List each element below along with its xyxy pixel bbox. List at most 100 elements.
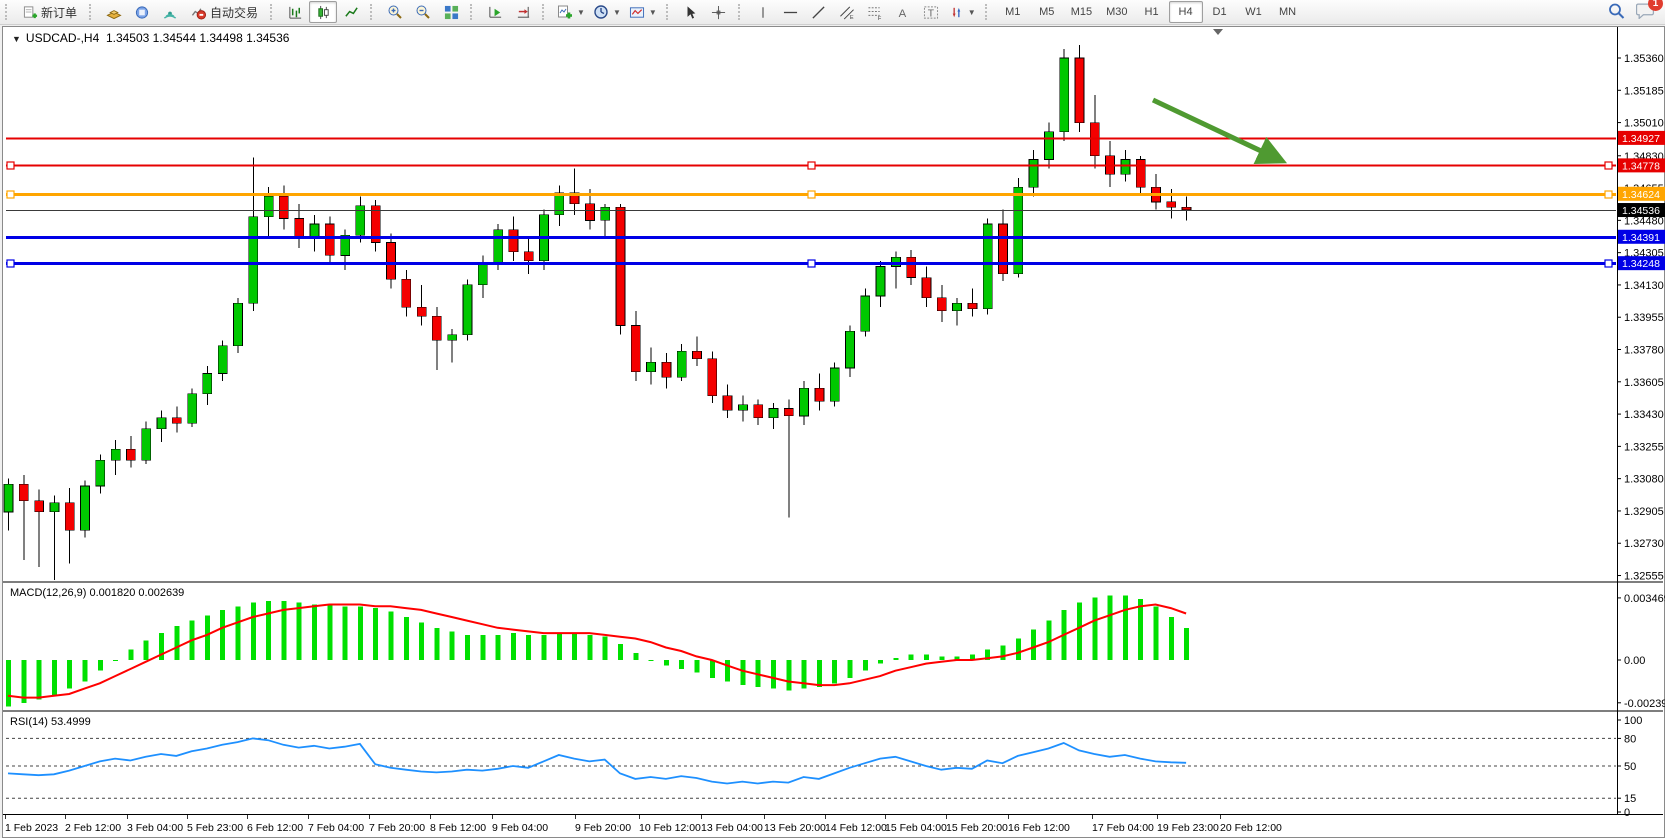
- chart-title: ▼ USDCAD-,H4 1.34503 1.34544 1.34498 1.34…: [12, 31, 289, 45]
- notification-badge[interactable]: 1: [1648, 0, 1663, 11]
- timeframe-button-m1[interactable]: M1: [1005, 6, 1021, 18]
- svg-text:1.34624: 1.34624: [1622, 189, 1660, 201]
- svg-text:0.00: 0.00: [1624, 655, 1645, 667]
- text-tool-button[interactable]: A: [889, 1, 917, 23]
- resistance-line-2[interactable]: [6, 161, 1616, 170]
- line-chart-icon: [344, 5, 359, 20]
- candlestick-mode-button[interactable]: [309, 1, 338, 23]
- zoom-in-icon: [387, 4, 403, 20]
- pane-separators[interactable]: [3, 27, 1663, 815]
- price-axis[interactable]: 1.353601.351851.350101.348301.346551.344…: [1617, 53, 1664, 583]
- bar-chart-mode-button[interactable]: [281, 1, 309, 23]
- periods-dropdown-caret[interactable]: ▼: [612, 7, 621, 17]
- svg-text:1.34480: 1.34480: [1624, 215, 1664, 227]
- svg-text:10 Feb 12:00: 10 Feb 12:00: [639, 822, 701, 834]
- timeframe-button-m5[interactable]: M5: [1039, 6, 1055, 18]
- cursor-tool-button[interactable]: [677, 1, 705, 23]
- zoom-in-button[interactable]: [381, 1, 409, 23]
- svg-text:1.33255: 1.33255: [1624, 441, 1664, 453]
- svg-text:16 Feb 12:00: 16 Feb 12:00: [1008, 822, 1070, 834]
- equidistant-channel-tool-button[interactable]: E: [833, 1, 861, 23]
- new-order-button[interactable]: 新订单: [16, 1, 84, 23]
- svg-text:0.003469: 0.003469: [1624, 593, 1665, 605]
- svg-text:100: 100: [1624, 715, 1642, 727]
- horizontal-line-tool-button[interactable]: [777, 1, 805, 23]
- zoom-out-button[interactable]: [409, 1, 437, 23]
- indicators-button[interactable]: ▼: [553, 1, 589, 23]
- chart-window[interactable]: [2, 26, 1665, 838]
- pivot-line[interactable]: [6, 190, 1616, 199]
- bid-price-line-price-label: 1.34536: [1618, 203, 1665, 218]
- timeframe-button-h4[interactable]: H4: [1168, 1, 1203, 23]
- svg-text:9 Feb 20:00: 9 Feb 20:00: [575, 822, 631, 834]
- crosshair-tool-button[interactable]: [705, 1, 733, 23]
- trend-arrow-annotation[interactable]: [1151, 97, 1288, 165]
- zoom-out-icon: [415, 4, 431, 20]
- resistance-line-2-price-label: 1.34778: [1618, 158, 1665, 173]
- timeframe-button-d1[interactable]: D1: [1212, 6, 1227, 18]
- svg-text:1.33605: 1.33605: [1624, 377, 1664, 389]
- tile-windows-button[interactable]: [437, 1, 465, 23]
- svg-text:1.34130: 1.34130: [1624, 280, 1664, 292]
- rsi-line: [7, 737, 1187, 785]
- timeframe-button-h1[interactable]: H1: [1144, 6, 1159, 18]
- metaeditor-button[interactable]: [100, 1, 128, 23]
- signals-button[interactable]: [156, 1, 184, 23]
- signal-icon: [162, 5, 178, 20]
- candlestick-icon: [316, 5, 331, 20]
- rsi-pane: [6, 737, 1616, 799]
- toolbar-grip: [370, 4, 377, 20]
- periods-button[interactable]: ▼: [589, 1, 625, 23]
- notifications-button[interactable]: 1: [1635, 0, 1663, 22]
- svg-text:F: F: [878, 16, 882, 20]
- svg-text:1.32555: 1.32555: [1624, 571, 1664, 583]
- svg-text:1.34248: 1.34248: [1622, 258, 1660, 270]
- collapse-triangle-icon[interactable]: ▼: [12, 34, 21, 44]
- fibonacci-tool-button[interactable]: F: [861, 1, 889, 23]
- indicators-icon: [557, 4, 573, 20]
- timeframe-button-mn[interactable]: MN: [1278, 6, 1297, 18]
- svg-text:15 Feb 20:00: 15 Feb 20:00: [946, 822, 1008, 834]
- svg-text:9 Feb 04:00: 9 Feb 04:00: [492, 822, 548, 834]
- channel-icon: E: [839, 5, 855, 20]
- chart-shift-button[interactable]: [509, 1, 537, 23]
- support-line-2-price-label: 1.34248: [1618, 256, 1665, 271]
- templates-button[interactable]: ▼: [625, 1, 661, 23]
- text-label-tool-button[interactable]: T: [917, 1, 945, 23]
- svg-text:20 Feb 12:00: 20 Feb 12:00: [1220, 822, 1282, 834]
- macd-histogram: [6, 595, 1190, 707]
- svg-text:17 Feb 04:00: 17 Feb 04:00: [1092, 822, 1154, 834]
- line-chart-mode-button[interactable]: [337, 1, 365, 23]
- autotrading-button[interactable]: 自动交易: [184, 1, 265, 23]
- metaquotes-community-button[interactable]: [128, 1, 156, 23]
- arrows-icon: [949, 5, 964, 20]
- trendline-tool-button[interactable]: [805, 1, 833, 23]
- chart-shift-marker[interactable]: [1213, 29, 1223, 35]
- indicators-dropdown-caret[interactable]: ▼: [577, 7, 585, 17]
- vertical-line-tool-button[interactable]: [749, 1, 777, 23]
- svg-text:13 Feb 20:00: 13 Feb 20:00: [764, 822, 826, 834]
- rsi-axis[interactable]: 100 80 50 15 0: [1617, 715, 1642, 819]
- autotrading-icon: [191, 5, 207, 20]
- cursor-icon: [684, 5, 698, 20]
- templates-dropdown-caret[interactable]: ▼: [648, 7, 657, 17]
- time-axis[interactable]: 1 Feb 2023 2 Feb 12:00 3 Feb 04:00 5 Feb 23…: [5, 815, 1282, 834]
- svg-text:1.35185: 1.35185: [1624, 85, 1664, 97]
- timeframe-button-m30[interactable]: M30: [1106, 6, 1128, 18]
- chart-ohlc-values: 1.34503 1.34544 1.34498 1.34536: [105, 31, 290, 45]
- svg-text:1.35360: 1.35360: [1624, 53, 1664, 65]
- svg-text:1 Feb 2023: 1 Feb 2023: [5, 822, 58, 834]
- arrows-dropdown-caret[interactable]: ▼: [967, 7, 976, 17]
- macd-values: 0.001820 0.002639: [89, 587, 185, 599]
- search-icon[interactable]: [1607, 2, 1626, 23]
- arrows-tool-button[interactable]: ▼: [945, 1, 980, 23]
- timeframe-button-w1[interactable]: W1: [1245, 6, 1262, 18]
- auto-scroll-button[interactable]: [481, 1, 509, 23]
- svg-text:13 Feb 04:00: 13 Feb 04:00: [701, 822, 763, 834]
- support-line-2[interactable]: [6, 259, 1616, 268]
- toolbar-grip: [984, 4, 992, 20]
- timeframe-button-m15[interactable]: M15: [1070, 6, 1093, 18]
